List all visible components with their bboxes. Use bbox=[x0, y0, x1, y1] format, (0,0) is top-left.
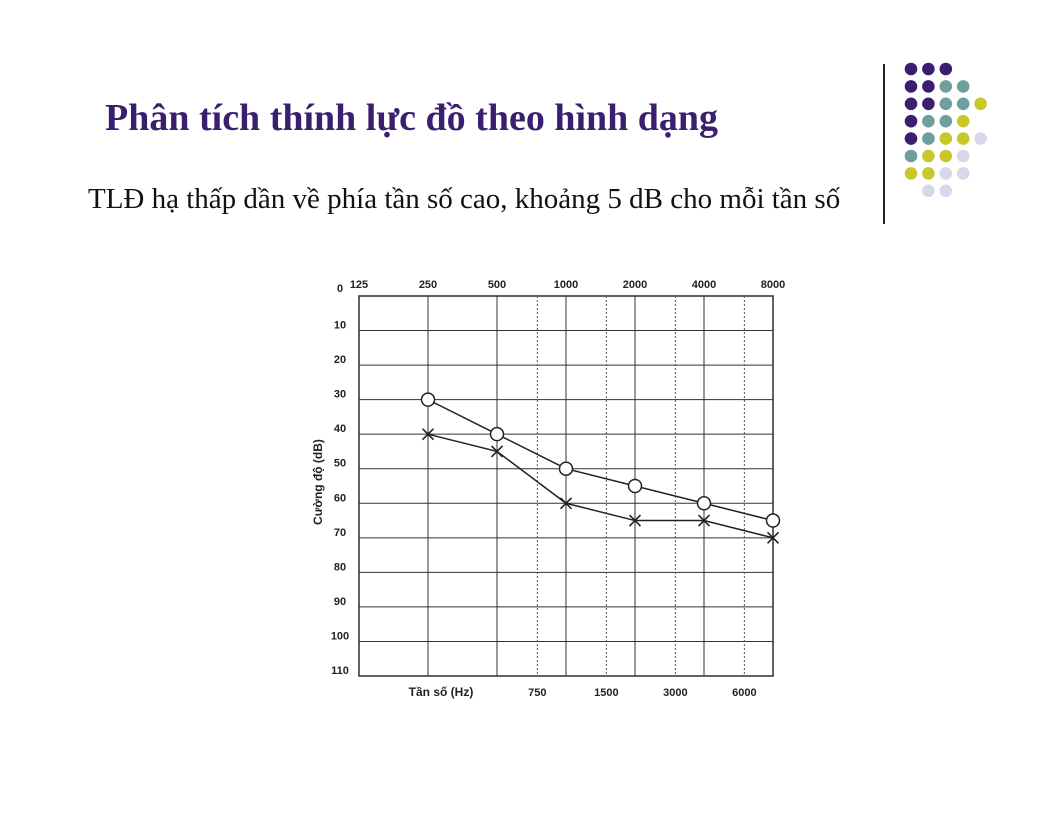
x-tick-labels: 125 250 500 1000 2000 4000 8000 750 1500 3000 6000 bbox=[350, 279, 785, 699]
data-point-circle bbox=[420, 392, 436, 407]
decorative-dot bbox=[974, 132, 987, 145]
decorative-dot bbox=[922, 184, 935, 198]
data-point-circle bbox=[489, 426, 505, 442]
decorative-dot bbox=[939, 149, 953, 163]
decorative-dot bbox=[904, 149, 918, 163]
decorative-dot bbox=[922, 149, 935, 163]
decorative-dot bbox=[922, 167, 935, 180]
slide-title: Phân tích thính lực đồ theo hình dạng bbox=[105, 97, 719, 139]
decorative-dot bbox=[956, 80, 970, 93]
decorative-dot bbox=[904, 80, 918, 93]
decorative-dot bbox=[956, 149, 970, 163]
x-tick-label-top: 2000 bbox=[623, 279, 647, 291]
decorative-dot bbox=[939, 80, 953, 93]
decorative-dot bbox=[939, 97, 953, 111]
decorative-dot bbox=[974, 97, 987, 111]
y-tick-label: 10 bbox=[334, 320, 346, 332]
y-tick-label: 20 bbox=[334, 354, 346, 366]
y-tick-label: 90 bbox=[334, 596, 346, 608]
data-point-circle bbox=[627, 478, 643, 494]
decorative-dot bbox=[956, 114, 970, 128]
y-tick-label: 110 bbox=[331, 665, 349, 677]
data-point-cross bbox=[628, 514, 642, 527]
decorative-dot bbox=[904, 167, 918, 180]
x-tick-label-top: 250 bbox=[419, 279, 437, 291]
decorative-dot bbox=[904, 62, 918, 76]
decorative-dot bbox=[939, 62, 953, 76]
data-point-cross bbox=[421, 428, 435, 441]
divider-line bbox=[883, 64, 885, 224]
x-tick-label-bottom: 750 bbox=[528, 687, 546, 699]
decorative-dot bbox=[922, 114, 935, 128]
x-tick-label-top: 1000 bbox=[554, 279, 578, 291]
decorative-dot bbox=[922, 97, 935, 111]
data-point-circle bbox=[558, 461, 574, 476]
decorative-dot bbox=[939, 132, 953, 145]
decorative-dot bbox=[904, 97, 918, 111]
decorative-dot bbox=[904, 132, 918, 145]
decorative-dot bbox=[939, 114, 953, 128]
x-tick-label-bottom: 3000 bbox=[663, 687, 687, 699]
x-tick-label-top: 4000 bbox=[692, 279, 716, 291]
chart-grid bbox=[358, 295, 774, 677]
x-axis-label: Tần số (Hz) bbox=[409, 685, 474, 699]
data-point-cross bbox=[766, 531, 780, 544]
x-tick-label-bottom: 1500 bbox=[594, 687, 618, 699]
x-tick-label-bottom: 6000 bbox=[732, 687, 756, 699]
y-tick-labels: 0 10 20 30 40 50 60 70 80 90 100 110 bbox=[331, 283, 349, 677]
y-tick-label: 100 bbox=[331, 630, 349, 642]
y-axis-label: Cường độ (dB) bbox=[311, 439, 325, 525]
data-point-cross bbox=[490, 445, 504, 458]
series-line bbox=[427, 433, 774, 539]
y-tick-label: 40 bbox=[334, 423, 346, 435]
decorative-dot bbox=[956, 97, 970, 111]
data-point-cross bbox=[559, 497, 573, 510]
decorative-dot bbox=[956, 167, 970, 180]
y-tick-label: 0 bbox=[337, 283, 343, 295]
decorative-dot bbox=[922, 132, 935, 145]
y-tick-label: 30 bbox=[334, 389, 346, 401]
decorative-dot bbox=[939, 167, 953, 180]
series-line bbox=[427, 398, 774, 522]
y-tick-label: 60 bbox=[334, 492, 346, 504]
data-point-cross bbox=[697, 514, 711, 527]
decorative-dot bbox=[956, 132, 970, 145]
x-tick-label-top: 125 bbox=[350, 279, 368, 291]
y-tick-label: 70 bbox=[334, 527, 346, 539]
decorative-dot bbox=[922, 80, 935, 93]
decorative-dot bbox=[939, 184, 953, 198]
bullet-text: TLĐ hạ thấp dần về phía tần số cao, khoả… bbox=[88, 183, 841, 215]
y-tick-label: 50 bbox=[334, 458, 346, 470]
data-point-circle bbox=[696, 496, 712, 511]
chart-series bbox=[420, 392, 781, 544]
decorative-dot bbox=[922, 62, 935, 76]
x-tick-label-top: 500 bbox=[488, 279, 506, 291]
y-tick-label: 80 bbox=[334, 561, 346, 573]
data-point-circle bbox=[765, 513, 781, 528]
decorative-dot bbox=[904, 114, 918, 128]
x-tick-label-top: 8000 bbox=[761, 279, 785, 291]
